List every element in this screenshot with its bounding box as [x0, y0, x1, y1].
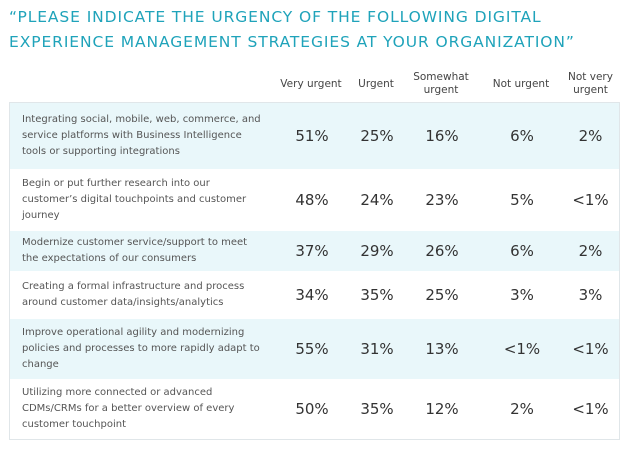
urgency-table: Integrating social, mobile, web, commerc…: [9, 102, 620, 440]
table-row: Utilizing more connected or advanced CDM…: [10, 379, 619, 439]
cell-urgent: 35%: [360, 286, 394, 304]
cell-not-very-urgent: <1%: [572, 191, 609, 209]
cell-very-urgent: 51%: [295, 127, 329, 145]
cell-urgent: 25%: [360, 127, 394, 145]
cell-not-very-urgent: 2%: [578, 242, 603, 260]
column-header-very-urgent: Very urgent: [280, 77, 342, 90]
cell-somewhat-urgent: 16%: [425, 127, 459, 145]
cell-urgent: 24%: [360, 191, 394, 209]
cell-urgent: 29%: [360, 242, 394, 260]
cell-not-very-urgent: <1%: [572, 400, 609, 418]
cell-very-urgent: 48%: [295, 191, 329, 209]
table-row: Improve operational agility and moderniz…: [10, 319, 619, 379]
cell-not-urgent: 6%: [510, 127, 534, 145]
chart-title: “PLEASE INDICATE THE URGENCY OF THE FOLL…: [9, 8, 575, 51]
cell-somewhat-urgent: 25%: [425, 286, 459, 304]
column-header-row: Very urgent Urgent Somewhat urgent Not u…: [9, 66, 620, 102]
cell-urgent: 35%: [360, 400, 394, 418]
cell-somewhat-urgent: 26%: [425, 242, 459, 260]
cell-very-urgent: 50%: [295, 400, 329, 418]
cell-not-urgent: 3%: [510, 286, 534, 304]
cell-somewhat-urgent: 13%: [425, 340, 459, 358]
column-header-somewhat-urgent: Somewhat urgent: [413, 71, 469, 96]
row-label: Begin or put further research into our c…: [22, 178, 247, 221]
table-row: Integrating social, mobile, web, commerc…: [10, 103, 619, 169]
cell-somewhat-urgent: 12%: [425, 400, 459, 418]
cell-not-very-urgent: 2%: [578, 127, 603, 145]
cell-very-urgent: 37%: [295, 242, 329, 260]
cell-very-urgent: 34%: [295, 286, 329, 304]
row-label: Creating a formal infrastructure and pro…: [22, 281, 245, 308]
cell-somewhat-urgent: 23%: [425, 191, 459, 209]
cell-not-urgent: 6%: [510, 242, 534, 260]
row-label: Improve operational agility and moderniz…: [22, 327, 260, 370]
table-row: Creating a formal infrastructure and pro…: [10, 271, 619, 319]
column-header-not-urgent: Not urgent: [492, 77, 550, 90]
cell-not-very-urgent: 3%: [578, 286, 603, 304]
table-row: Begin or put further research into our c…: [10, 169, 619, 231]
cell-very-urgent: 55%: [295, 340, 329, 358]
row-label: Modernize customer service/support to me…: [22, 237, 248, 264]
cell-not-urgent: 5%: [510, 191, 534, 209]
row-label: Utilizing more connected or advanced CDM…: [22, 387, 235, 430]
cell-urgent: 31%: [360, 340, 394, 358]
table-row: Modernize customer service/support to me…: [10, 231, 619, 271]
cell-not-urgent: <1%: [503, 340, 541, 358]
column-header-urgent: Urgent: [358, 77, 394, 90]
row-label: Integrating social, mobile, web, commerc…: [22, 114, 261, 157]
column-header-not-very-urgent: Not very urgent: [568, 71, 613, 96]
cell-not-very-urgent: <1%: [572, 340, 609, 358]
cell-not-urgent: 2%: [510, 400, 534, 418]
